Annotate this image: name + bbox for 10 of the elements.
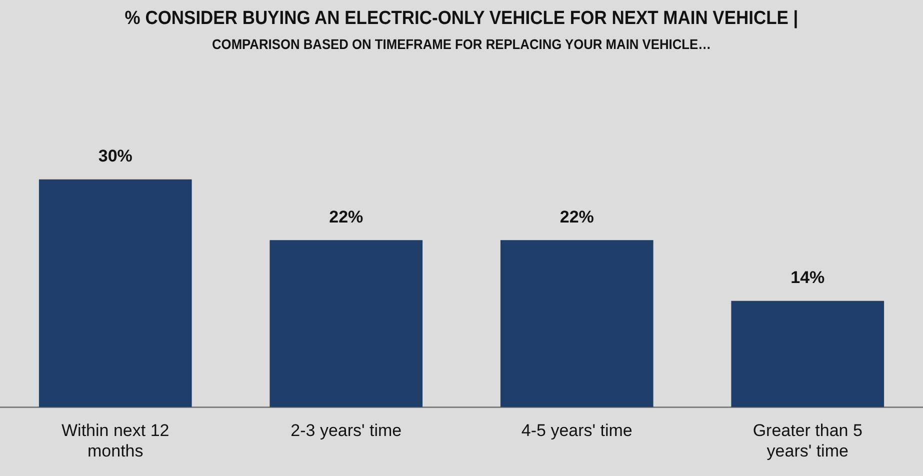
x-tick-label: 2-3 years' time xyxy=(290,421,402,440)
data-label: 22% xyxy=(560,207,594,226)
data-label: 30% xyxy=(98,146,132,166)
x-tick-label: 4-5 years' time xyxy=(521,421,632,440)
x-tick-label: Within next 12 months xyxy=(62,421,170,460)
data-label: 22% xyxy=(329,207,364,226)
x-tick-label: Greater than 5 years' time xyxy=(752,421,862,460)
data-label: 14% xyxy=(790,268,825,288)
chart-title: % CONSIDER BUYING AN ELECTRIC-ONLY VEHICLE FOR NEXT MAIN VEHICLE | xyxy=(124,8,800,30)
chart-subtitle: COMPARISON BASED ON TIMEFRAME FOR REPLACING YOUR MAIN VEHICLE… xyxy=(211,36,712,52)
